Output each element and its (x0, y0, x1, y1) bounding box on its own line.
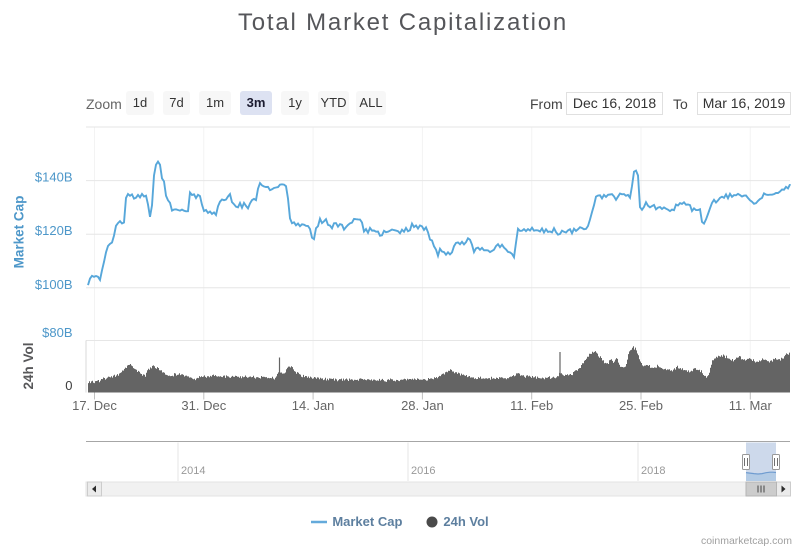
svg-text:31. Dec: 31. Dec (181, 398, 226, 413)
svg-text:$120B: $120B (35, 223, 73, 238)
svg-text:14. Jan: 14. Jan (292, 398, 335, 413)
svg-text:Market Cap: Market Cap (12, 196, 27, 269)
svg-text:2018: 2018 (641, 465, 665, 477)
svg-text:$100B: $100B (35, 277, 73, 292)
svg-text:2014: 2014 (181, 465, 205, 477)
svg-text:2016: 2016 (411, 465, 435, 477)
svg-text:24h Vol: 24h Vol (21, 342, 36, 389)
svg-text:17. Dec: 17. Dec (72, 398, 117, 413)
svg-text:$80B: $80B (42, 325, 72, 340)
svg-text:11. Mar: 11. Mar (729, 398, 773, 413)
svg-text:0: 0 (65, 378, 72, 393)
svg-text:25. Feb: 25. Feb (619, 398, 663, 413)
svg-text:28. Jan: 28. Jan (401, 398, 444, 413)
svg-text:$140B: $140B (35, 170, 73, 185)
svg-text:11. Feb: 11. Feb (510, 398, 553, 413)
